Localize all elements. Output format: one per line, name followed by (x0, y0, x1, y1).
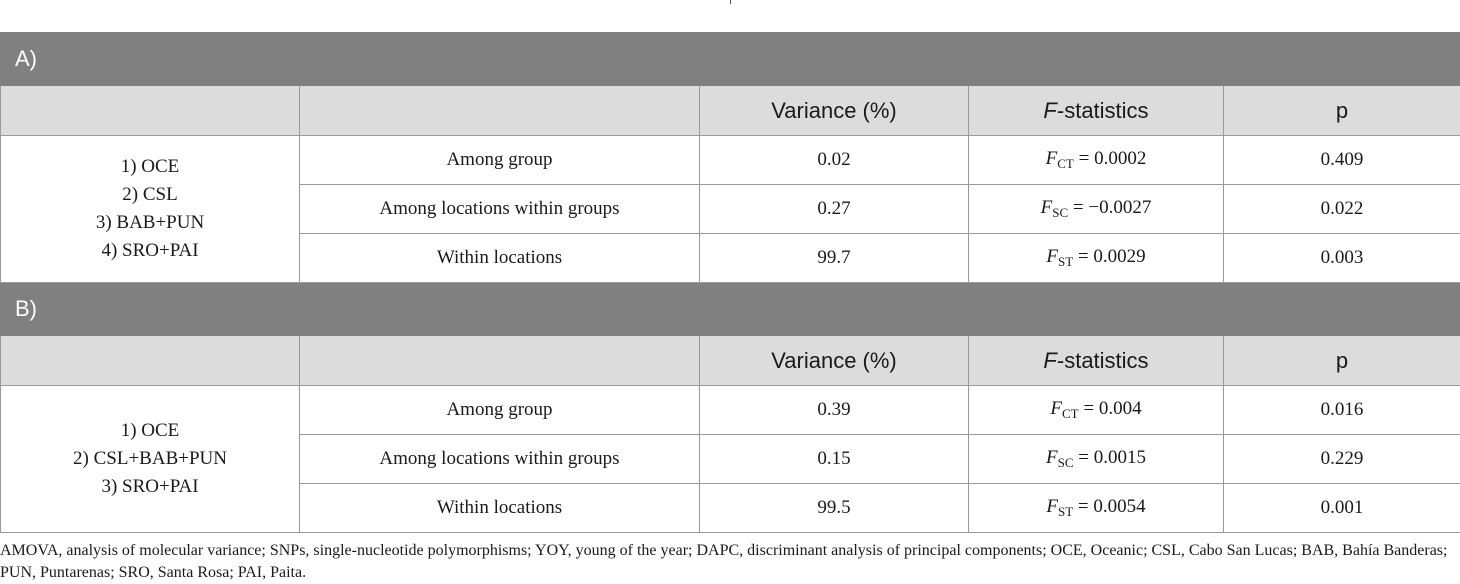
table-row: Within locations 99.7 FST = 0.0029 0.003 (1, 233, 1460, 283)
group-item: 2) CSL (122, 184, 178, 205)
source-of-variation: Among group (299, 135, 700, 185)
variance-value: 99.5 (699, 483, 969, 533)
amova-table: A) Variance (%) F-statistics p 1) OCE 2)… (0, 32, 1460, 533)
variance-value: 0.15 (699, 434, 969, 484)
table-row: Among locations within groups 0.15 FSC =… (1, 434, 1460, 484)
f-statistic-value: FSC = −0.0027 (968, 184, 1224, 234)
f-statistic-value: FST = 0.0054 (968, 483, 1224, 533)
header-variance: Variance (%) (699, 85, 969, 136)
section-label: A) (0, 32, 1460, 86)
grouping-cell: 1) OCE 2) CSL+BAB+PUN 3) SRO+PAI (0, 385, 300, 533)
header-f-statistics: F-statistics (968, 335, 1224, 386)
table-row: Among locations within groups 0.27 FSC =… (1, 184, 1460, 234)
grouping-cell: 1) OCE 2) CSL 3) BAB+PUN 4) SRO+PAI (0, 135, 300, 283)
source-of-variation: Among locations within groups (299, 434, 700, 484)
header-p: p (1222, 335, 1460, 386)
header-variance: Variance (%) (699, 335, 969, 386)
source-of-variation: Within locations (299, 233, 700, 283)
table-row: Within locations 99.5 FST = 0.0054 0.001 (1, 483, 1460, 533)
header-empty (299, 85, 700, 136)
p-value: 0.016 (1222, 385, 1460, 435)
group-item: 3) BAB+PUN (95, 212, 205, 233)
table-footnote: AMOVA, analysis of molecular variance; S… (0, 542, 1448, 581)
section-header-b: B) (0, 282, 1460, 336)
f-statistic-value: FSC = 0.0015 (968, 434, 1224, 484)
group-item: 1) OCE (120, 420, 180, 441)
group-item: 4) SRO+PAI (101, 240, 199, 261)
f-statistic-value: FST = 0.0029 (968, 233, 1224, 283)
section-header-a: A) (0, 32, 1460, 86)
f-statistic-value: FCT = 0.004 (968, 385, 1224, 435)
group-item: 1) OCE (120, 156, 180, 177)
header-empty (0, 85, 300, 136)
p-value: 0.229 (1222, 434, 1460, 484)
variance-value: 99.7 (699, 233, 969, 283)
group-item: 3) SRO+PAI (101, 476, 199, 497)
table-row: 1) OCE 2) CSL 3) BAB+PUN 4) SRO+PAI Amon… (0, 135, 1460, 283)
header-empty (299, 335, 700, 386)
p-value: 0.409 (1222, 135, 1460, 185)
header-f-statistics: F-statistics (968, 85, 1224, 136)
source-of-variation: Within locations (299, 483, 700, 533)
header-empty (0, 335, 300, 386)
variance-value: 0.27 (699, 184, 969, 234)
section-label: B) (0, 282, 1460, 336)
group-item: 2) CSL+BAB+PUN (73, 448, 227, 469)
p-value: 0.003 (1222, 233, 1460, 283)
source-of-variation: Among locations within groups (299, 184, 700, 234)
variance-value: 0.39 (699, 385, 969, 435)
table-row: 1) OCE 2) CSL+BAB+PUN 3) SRO+PAI Among g… (0, 385, 1460, 533)
f-statistic-value: FCT = 0.0002 (968, 135, 1224, 185)
column-header-row: Variance (%) F-statistics p (0, 85, 1460, 136)
cropped-caption-fragment (0, 0, 1460, 8)
column-header-row: Variance (%) F-statistics p (0, 335, 1460, 386)
header-p: p (1222, 85, 1460, 136)
p-value: 0.022 (1222, 184, 1460, 234)
variance-value: 0.02 (699, 135, 969, 185)
source-of-variation: Among group (299, 385, 700, 435)
p-value: 0.001 (1222, 483, 1460, 533)
